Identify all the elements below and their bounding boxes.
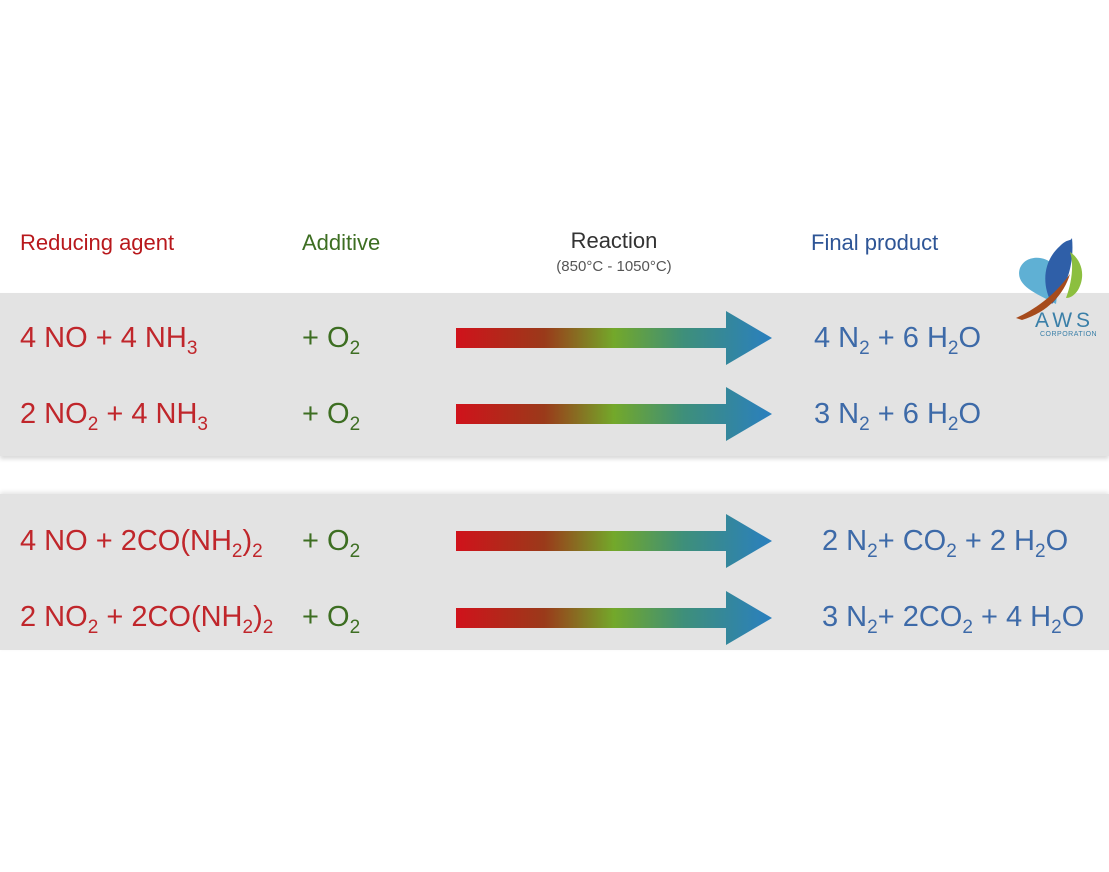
header-reaction-label: Reaction bbox=[570, 228, 658, 253]
subscript: 2 bbox=[87, 414, 99, 435]
subscript: 3 bbox=[186, 338, 198, 359]
reactant-row-4: 2 NO2 + 2CO(NH2)2 bbox=[20, 601, 274, 638]
subscript: 3 bbox=[197, 414, 208, 435]
logo-wordmark: AWS bbox=[1035, 309, 1095, 332]
header-final-product: Final product bbox=[811, 230, 939, 255]
subscript: 2 bbox=[867, 541, 878, 562]
ammonia-reactions-band bbox=[0, 293, 1109, 456]
header-reducing-agent: Reducing agent bbox=[20, 230, 175, 255]
subscript: 2 bbox=[349, 541, 361, 562]
reactant-row-3: 4 NO + 2CO(NH2)2 bbox=[20, 525, 263, 562]
subscript: 2 bbox=[947, 414, 959, 435]
header-reaction: Reaction (850°C - 1050°C) bbox=[514, 228, 714, 275]
subscript: 2 bbox=[946, 541, 957, 562]
subscript: 2 bbox=[349, 414, 361, 435]
subscript: 2 bbox=[1051, 617, 1062, 638]
product-row-3: 2 N2+ CO2 + 2 H2O bbox=[822, 525, 1069, 562]
subscript: 2 bbox=[859, 338, 870, 359]
product-row-2: 3 N2 + 6 H2O bbox=[814, 398, 982, 435]
aws-logo-leaf-icon bbox=[1016, 238, 1083, 320]
subscript: 2 bbox=[252, 541, 263, 562]
reactant-row-2: 2 NO2 + 4 NH3 bbox=[20, 398, 208, 435]
subscript: 2 bbox=[1034, 541, 1046, 562]
subscript: 2 bbox=[947, 338, 959, 359]
reaction-arrow-row-3 bbox=[456, 514, 772, 568]
subscript: 2 bbox=[87, 617, 99, 638]
subscript: 2 bbox=[349, 338, 361, 359]
logo-subtitle: CORPORATION bbox=[1040, 331, 1098, 338]
reaction-arrow-row-2 bbox=[456, 387, 772, 441]
additive-row-3: + O2 bbox=[302, 525, 361, 562]
header-additive: Additive bbox=[302, 230, 381, 255]
subscript: 2 bbox=[962, 617, 973, 638]
subscript: 2 bbox=[349, 617, 361, 638]
subscript: 2 bbox=[867, 617, 878, 638]
subscript: 2 bbox=[262, 617, 274, 638]
additive-row-2: + O2 bbox=[302, 398, 361, 435]
additive-row-4: + O2 bbox=[302, 601, 361, 638]
additive-row-1: + O2 bbox=[302, 322, 361, 359]
header-reaction-temperature: (850°C - 1050°C) bbox=[556, 258, 672, 275]
reaction-arrow-row-1 bbox=[456, 311, 772, 365]
product-row-4: 3 N2+ 2CO2 + 4 H2O bbox=[822, 601, 1085, 638]
subscript: 2 bbox=[859, 414, 870, 435]
reaction-arrow-row-4 bbox=[456, 591, 772, 645]
product-row-1: 4 N2 + 6 H2O bbox=[814, 322, 982, 359]
subscript: 2 bbox=[231, 541, 243, 562]
reactant-row-1: 4 NO + 4 NH3 bbox=[20, 322, 198, 359]
subscript: 2 bbox=[242, 617, 254, 638]
